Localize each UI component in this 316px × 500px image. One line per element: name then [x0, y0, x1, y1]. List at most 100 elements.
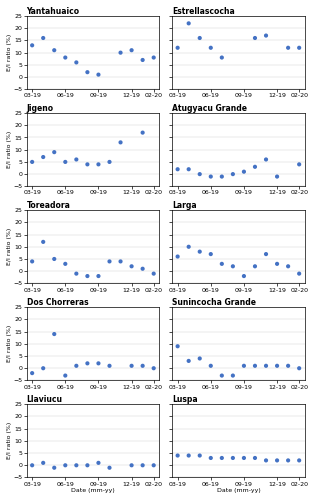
Point — [230, 454, 235, 462]
Point — [241, 272, 246, 280]
Point — [197, 452, 202, 460]
Point — [297, 456, 302, 464]
Point — [151, 270, 156, 278]
Point — [96, 160, 101, 168]
Point — [74, 362, 79, 370]
Point — [107, 464, 112, 471]
Point — [118, 138, 123, 146]
Point — [186, 452, 191, 460]
Point — [186, 243, 191, 251]
Text: Larga: Larga — [172, 201, 197, 210]
Point — [264, 156, 269, 164]
Point — [286, 44, 291, 52]
X-axis label: Date (mm-yy): Date (mm-yy) — [71, 488, 115, 493]
Point — [52, 255, 57, 263]
Point — [129, 46, 134, 54]
Point — [96, 272, 101, 280]
Point — [175, 342, 180, 350]
Point — [230, 170, 235, 178]
Point — [264, 456, 269, 464]
Point — [96, 459, 101, 467]
Point — [41, 153, 46, 161]
Point — [186, 20, 191, 28]
Point — [197, 354, 202, 362]
Point — [175, 452, 180, 460]
Point — [208, 250, 213, 258]
Point — [41, 459, 46, 467]
Point — [41, 34, 46, 42]
Point — [30, 42, 35, 50]
Point — [286, 456, 291, 464]
Point — [219, 172, 224, 180]
Point — [52, 46, 57, 54]
Point — [286, 362, 291, 370]
Point — [230, 372, 235, 380]
Point — [175, 252, 180, 260]
Point — [129, 362, 134, 370]
Text: Dos Chorreras: Dos Chorreras — [27, 298, 88, 307]
Point — [208, 362, 213, 370]
Point — [63, 158, 68, 166]
Point — [129, 462, 134, 469]
Point — [74, 156, 79, 164]
Y-axis label: E/I ratio (%): E/I ratio (%) — [7, 325, 12, 362]
Point — [252, 163, 258, 171]
Point — [74, 462, 79, 469]
Point — [63, 372, 68, 380]
Y-axis label: E/I ratio (%): E/I ratio (%) — [7, 422, 12, 460]
Point — [151, 54, 156, 62]
Y-axis label: E/I ratio (%): E/I ratio (%) — [7, 131, 12, 168]
Point — [197, 170, 202, 178]
Point — [52, 330, 57, 338]
Point — [264, 250, 269, 258]
Point — [297, 160, 302, 168]
Point — [30, 258, 35, 266]
Point — [264, 362, 269, 370]
Point — [252, 454, 258, 462]
Point — [264, 32, 269, 40]
Point — [30, 158, 35, 166]
Y-axis label: E/I ratio (%): E/I ratio (%) — [7, 34, 12, 72]
Text: Yantahuaico: Yantahuaico — [27, 7, 80, 16]
Text: Luspa: Luspa — [172, 395, 198, 404]
Point — [197, 248, 202, 256]
Point — [85, 360, 90, 368]
Point — [275, 362, 280, 370]
Point — [85, 160, 90, 168]
Point — [275, 456, 280, 464]
Point — [219, 454, 224, 462]
Point — [286, 262, 291, 270]
Point — [151, 462, 156, 469]
Point — [96, 70, 101, 78]
Point — [230, 262, 235, 270]
Point — [74, 270, 79, 278]
Point — [140, 128, 145, 136]
Point — [63, 462, 68, 469]
Point — [85, 272, 90, 280]
Text: Llaviucu: Llaviucu — [27, 395, 63, 404]
Point — [140, 264, 145, 272]
X-axis label: Date (mm-yy): Date (mm-yy) — [216, 488, 260, 493]
Point — [208, 44, 213, 52]
Text: Toreadora: Toreadora — [27, 201, 70, 210]
Point — [241, 168, 246, 175]
Point — [252, 262, 258, 270]
Point — [275, 172, 280, 180]
Point — [241, 362, 246, 370]
Point — [297, 270, 302, 278]
Point — [63, 260, 68, 268]
Point — [197, 34, 202, 42]
Point — [85, 462, 90, 469]
Point — [63, 54, 68, 62]
Point — [219, 372, 224, 380]
Point — [275, 260, 280, 268]
Point — [151, 364, 156, 372]
Point — [297, 44, 302, 52]
Point — [52, 148, 57, 156]
Point — [186, 165, 191, 173]
Point — [252, 362, 258, 370]
Point — [140, 362, 145, 370]
Point — [107, 158, 112, 166]
Point — [107, 258, 112, 266]
Text: Sunincocha Grande: Sunincocha Grande — [172, 298, 256, 307]
